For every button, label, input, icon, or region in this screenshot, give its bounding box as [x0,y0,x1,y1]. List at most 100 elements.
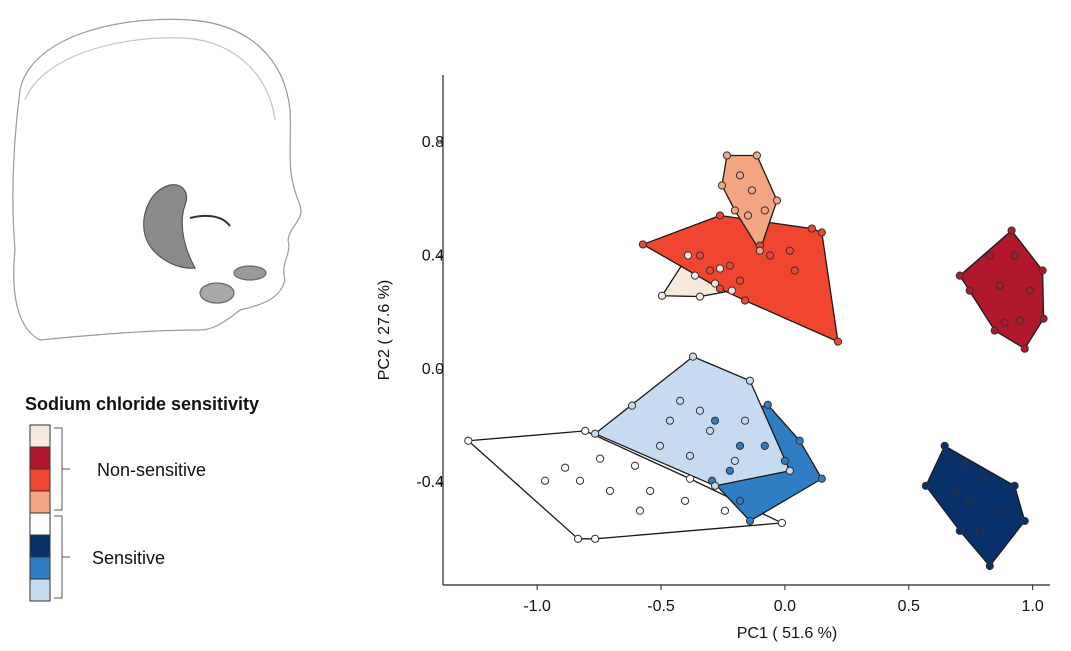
point [747,186,757,195]
x-tick-label: 0.5 [898,598,920,615]
legend-swatch [29,578,51,602]
point [1010,251,1019,260]
point [980,476,989,485]
point [688,352,698,361]
point [605,486,615,496]
point [777,518,787,528]
point [710,416,720,425]
point [715,284,725,293]
point [985,251,994,260]
point [655,441,665,450]
point [772,196,782,205]
legend-swatch [29,468,51,492]
point [735,276,745,285]
legend-swatch [29,534,51,558]
point [685,474,695,483]
point [635,506,645,515]
point [807,224,817,233]
point [780,456,790,465]
y-tick-label: 0.8 [422,134,444,151]
point [720,506,730,515]
head-illustration [12,18,302,341]
point [995,506,1004,515]
point [950,486,959,496]
point [1039,314,1048,323]
x-tick-label: -1.0 [523,598,551,615]
point [595,454,605,463]
point [705,426,715,435]
point [1038,266,1047,275]
point [646,486,655,496]
point [785,466,794,475]
point [730,206,739,215]
point [735,441,745,450]
legend-swatch [29,512,51,536]
point [833,337,843,346]
point [965,286,974,295]
legend-group-label: Non-sensitive [97,460,206,480]
point [755,246,764,255]
point [740,416,750,425]
group-hull [594,355,791,487]
point [685,451,695,460]
point [795,436,804,445]
legend-swatch [29,424,51,448]
point [676,396,685,405]
point [955,526,964,535]
point [1025,286,1034,295]
x-tick-label: -0.5 [647,598,675,615]
point [1000,318,1009,327]
point [695,292,705,301]
point [1015,316,1024,325]
x-tick-label: 0.0 [774,598,796,615]
point [1020,344,1029,353]
y-tick-label: -0.4 [416,474,444,491]
point [965,496,974,505]
point [817,228,826,237]
point [695,251,705,260]
point [940,441,949,450]
point [710,279,720,288]
point [1010,481,1019,490]
legend-swatch [29,556,51,580]
point [665,416,675,425]
point [540,476,550,485]
point [760,206,769,215]
legend-swatch [29,490,51,514]
point [960,461,969,470]
point [752,151,762,160]
point [990,326,999,335]
point [638,240,648,249]
point [765,251,775,260]
point [743,211,753,220]
point [745,376,755,385]
legend-group-label: Sensitive [92,548,165,568]
point [710,481,720,490]
point [573,534,583,543]
point [680,496,690,505]
point [975,526,984,535]
point [735,171,745,180]
point [740,296,750,305]
point [817,474,826,483]
point [561,463,570,472]
point [763,400,772,409]
point [790,266,799,275]
point [715,211,725,220]
y-axis-label: PC2 ( 27.6 %) [376,280,393,380]
point [657,291,667,300]
point [1007,226,1016,235]
point [760,441,769,450]
point [690,271,700,280]
point [683,251,693,260]
point [730,456,739,465]
point [1020,516,1029,526]
point [725,261,735,270]
point [705,266,715,275]
legend-bracket [54,515,70,599]
point [725,466,735,475]
x-axis-label: PC1 ( 51.6 %) [737,625,837,642]
point [464,436,473,445]
point [591,429,600,438]
